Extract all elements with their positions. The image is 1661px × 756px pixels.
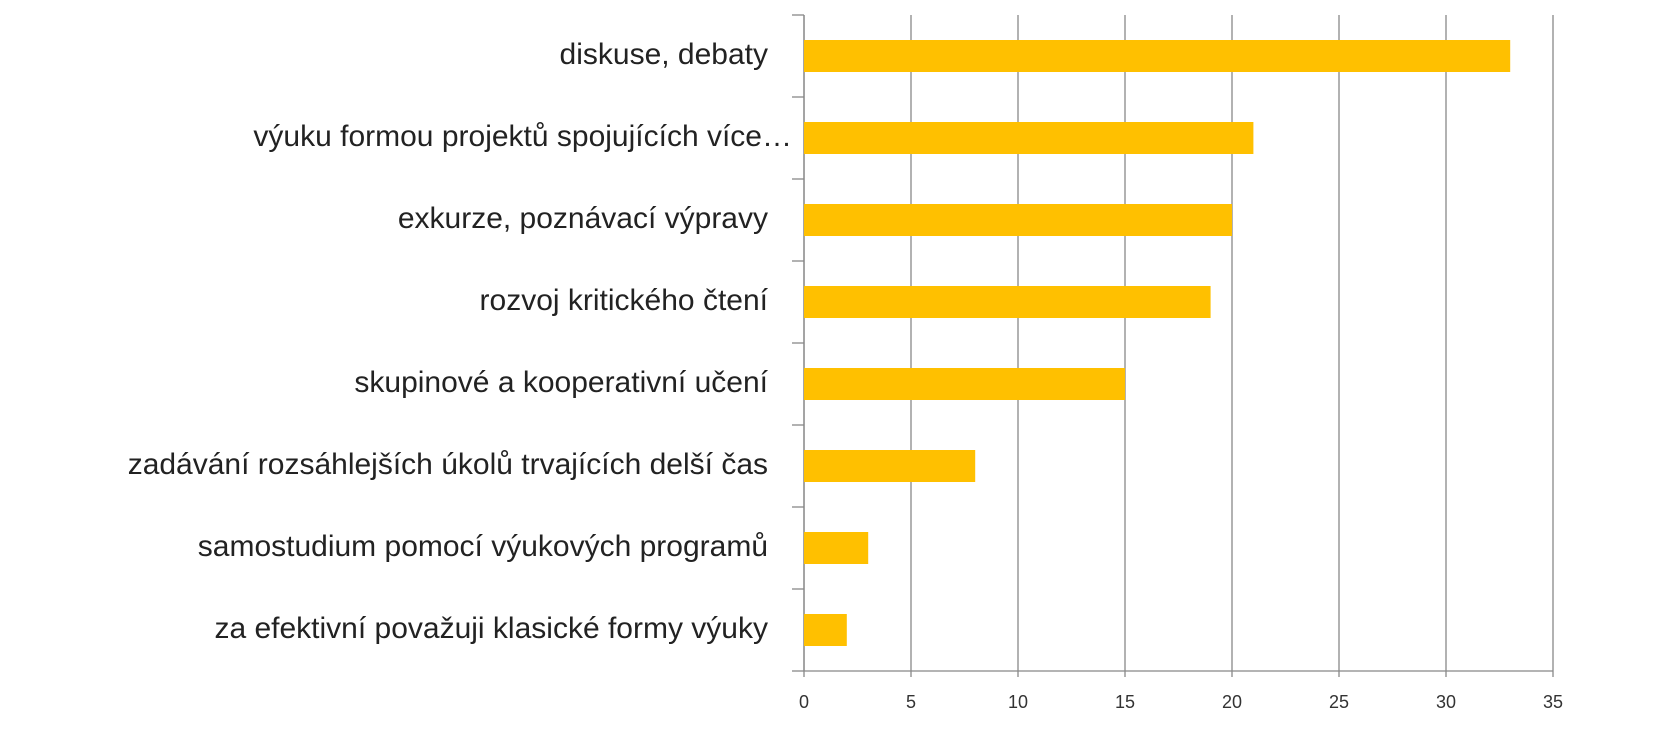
x-tick-label: 15 xyxy=(1115,692,1135,712)
x-tick-label: 20 xyxy=(1222,692,1242,712)
x-tick-label: 10 xyxy=(1008,692,1028,712)
category-label: diskuse, debaty xyxy=(560,38,768,71)
category-label: skupinové a kooperativní učení xyxy=(354,366,768,399)
bar xyxy=(804,286,1211,318)
bar xyxy=(804,532,869,564)
x-tick-label: 35 xyxy=(1543,692,1563,712)
category-label: zadávání rozsáhlejších úkolů trvajících … xyxy=(128,448,768,481)
bar xyxy=(804,614,847,646)
x-tick-label: 30 xyxy=(1436,692,1456,712)
x-tick-label: 5 xyxy=(906,692,916,712)
category-label: exkurze, poznávací výpravy xyxy=(398,202,768,235)
x-tick-label: 0 xyxy=(799,692,809,712)
bar xyxy=(804,450,976,482)
x-tick-label: 25 xyxy=(1329,692,1349,712)
bar xyxy=(804,368,1125,400)
bar xyxy=(804,204,1232,236)
category-label: výuku formou projektů spojujících více… xyxy=(253,120,792,153)
bar xyxy=(804,122,1254,154)
category-label: samostudium pomocí výukových programů xyxy=(198,530,768,563)
category-label: za efektivní považuji klasické formy výu… xyxy=(214,612,768,645)
category-label: rozvoj kritického čtení xyxy=(480,284,769,317)
bar xyxy=(804,40,1511,72)
